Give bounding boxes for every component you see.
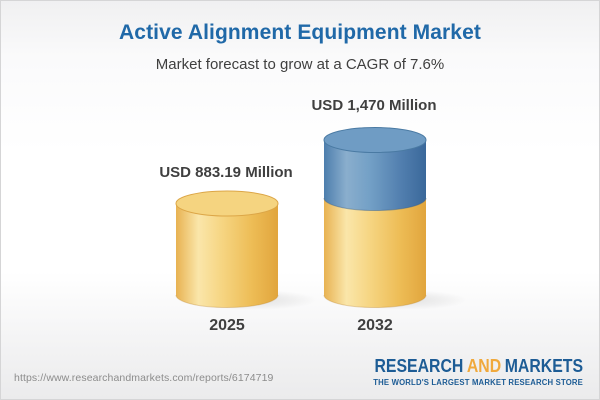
bar-2025-cylinder-top (175, 190, 279, 217)
bar-2032-growth-cylinder-body (324, 140, 426, 211)
logo-wordmark: RESEARCH AND MARKETS (374, 357, 583, 375)
bar-2032-cylinder-top (323, 127, 427, 153)
category-label-2032: 2032 (357, 317, 393, 334)
logo-word-markets: MARKETS (504, 356, 583, 376)
logo-tagline: THE WORLD'S LARGEST MARKET RESEARCH STOR… (373, 377, 583, 387)
page-title: Active Alignment Equipment Market (119, 21, 481, 44)
value-label-2025: USD 883.19 Million (159, 164, 293, 181)
bar-2032-base-cylinder-body (324, 198, 426, 308)
bar-2025-bottom-edge (175, 294, 279, 308)
bar-2025-cylinder-body (176, 203, 278, 308)
page-subtitle: Market forecast to grow at a CAGR of 7.6… (155, 56, 445, 73)
bar-2032-bottom-edge (323, 294, 427, 308)
cylinder-chart (175, 127, 467, 310)
report-url: https://www.researchandmarkets.com/repor… (14, 372, 274, 384)
logo-word-and: AND (466, 356, 502, 376)
research-and-markets-logo: RESEARCH AND MARKETS THE WORLD'S LARGEST M… (346, 357, 583, 387)
value-label-2032: USD 1,470 Million (311, 97, 437, 114)
category-label-2025: 2025 (209, 317, 245, 334)
bar-2032-junction-edge (323, 197, 427, 211)
logo-word-research: RESEARCH (374, 356, 464, 376)
